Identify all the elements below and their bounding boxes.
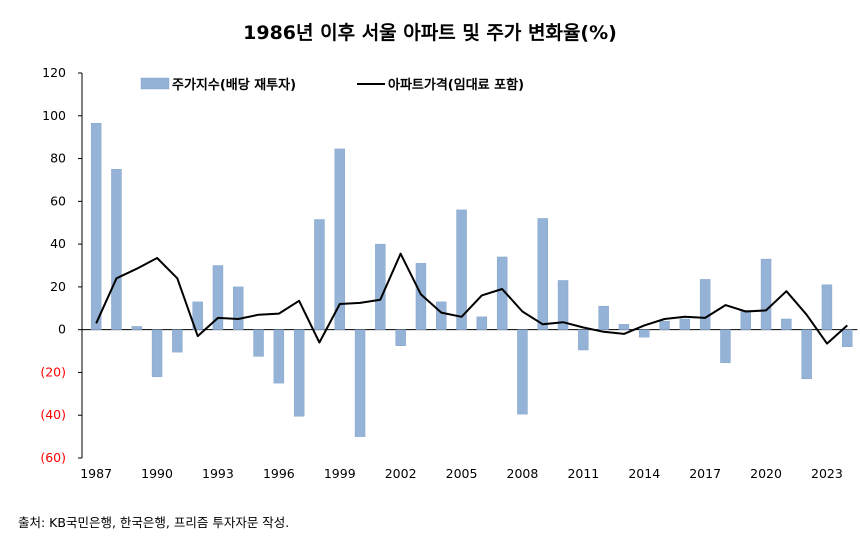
bar-stock-2002 [395, 329, 406, 346]
x-tick-label: 1999 [324, 466, 356, 481]
y-tick-label: (40) [40, 407, 66, 422]
bar-stock-1995 [253, 329, 264, 357]
y-tick-label: 60 [50, 193, 66, 208]
bar-stock-2000 [354, 329, 366, 437]
bar-stock-2009 [537, 218, 548, 330]
bar-stock-2022 [801, 329, 812, 380]
y-tick-label: 40 [50, 236, 66, 251]
y-tick-label: 0 [58, 322, 66, 337]
x-tick-label: 2005 [446, 466, 478, 481]
bar-stock-1996 [273, 329, 285, 384]
legend-label-apartment: 아파트가격(임대료 포함) [388, 77, 524, 93]
chart-title: 1986년 이후 서울 아파트 및 주가 변화율(%) [243, 22, 617, 44]
bar-stock-2018 [720, 329, 731, 364]
y-tick-label: (20) [40, 364, 66, 379]
bar-stock-1999 [334, 148, 345, 330]
bar-stock-2004 [436, 301, 447, 330]
x-tick-label: 1996 [263, 466, 295, 481]
bar-stock-1991 [172, 329, 183, 353]
x-tick-label: 2011 [567, 466, 599, 481]
bar-stock-2003 [415, 263, 427, 330]
bar-stock-1997 [293, 329, 305, 417]
bar-stock-2021 [781, 318, 792, 330]
bar-stock-2005 [456, 209, 467, 330]
bar-stock-2001 [375, 243, 386, 330]
bar-stock-2024 [842, 329, 853, 347]
y-tick-label: 120 [42, 65, 66, 80]
source-note: 출처: KB국민은행, 한국은행, 프리즘 투자자문 작성. [18, 515, 290, 530]
legend-label-stock: 주가지수(배당 재투자) [172, 77, 296, 93]
bar-stock-2006 [476, 316, 488, 330]
bar-stock-1993 [212, 265, 224, 330]
x-tick-label: 1993 [202, 466, 234, 481]
bar-stock-1990 [151, 329, 163, 377]
x-tick-label: 2008 [507, 466, 539, 481]
x-tick-label: 2020 [750, 466, 782, 481]
x-tick-label: 2014 [628, 466, 660, 481]
line-apartment-price [95, 252, 848, 345]
bar-stock-2011 [578, 329, 589, 351]
bar-stock-1988 [111, 169, 122, 330]
bar-stock-2013 [618, 324, 630, 330]
bar-stock-2023 [821, 284, 833, 330]
bar-stock-2012 [598, 305, 609, 330]
bar-stock-1994 [233, 286, 244, 330]
bar-stock-2010 [557, 280, 569, 330]
x-tick-label: 1987 [80, 466, 112, 481]
x-tick-label: 2023 [811, 466, 843, 481]
bar-stock-1992 [192, 301, 203, 330]
bar-stock-1989 [131, 326, 142, 330]
bar-stock-2015 [659, 320, 670, 330]
y-tick-label: 20 [50, 279, 66, 294]
bar-stock-2020 [760, 258, 772, 330]
bar-stock-2008 [517, 329, 528, 415]
bar-stock-2017 [699, 279, 711, 330]
x-tick-label: 2017 [689, 466, 721, 481]
y-tick-label: 100 [42, 108, 66, 123]
bar-stock-2014 [639, 329, 650, 338]
bar-stock-1998 [314, 219, 325, 330]
bar-stock-2016 [679, 318, 691, 330]
y-tick-label: (60) [40, 450, 66, 465]
bar-stock-1987 [90, 123, 102, 330]
x-tick-label: 2002 [385, 466, 417, 481]
x-tick-label: 1990 [141, 466, 173, 481]
legend-swatch-stock [140, 77, 170, 90]
bar-stock-2019 [740, 310, 751, 330]
y-tick-label: 80 [50, 151, 66, 166]
